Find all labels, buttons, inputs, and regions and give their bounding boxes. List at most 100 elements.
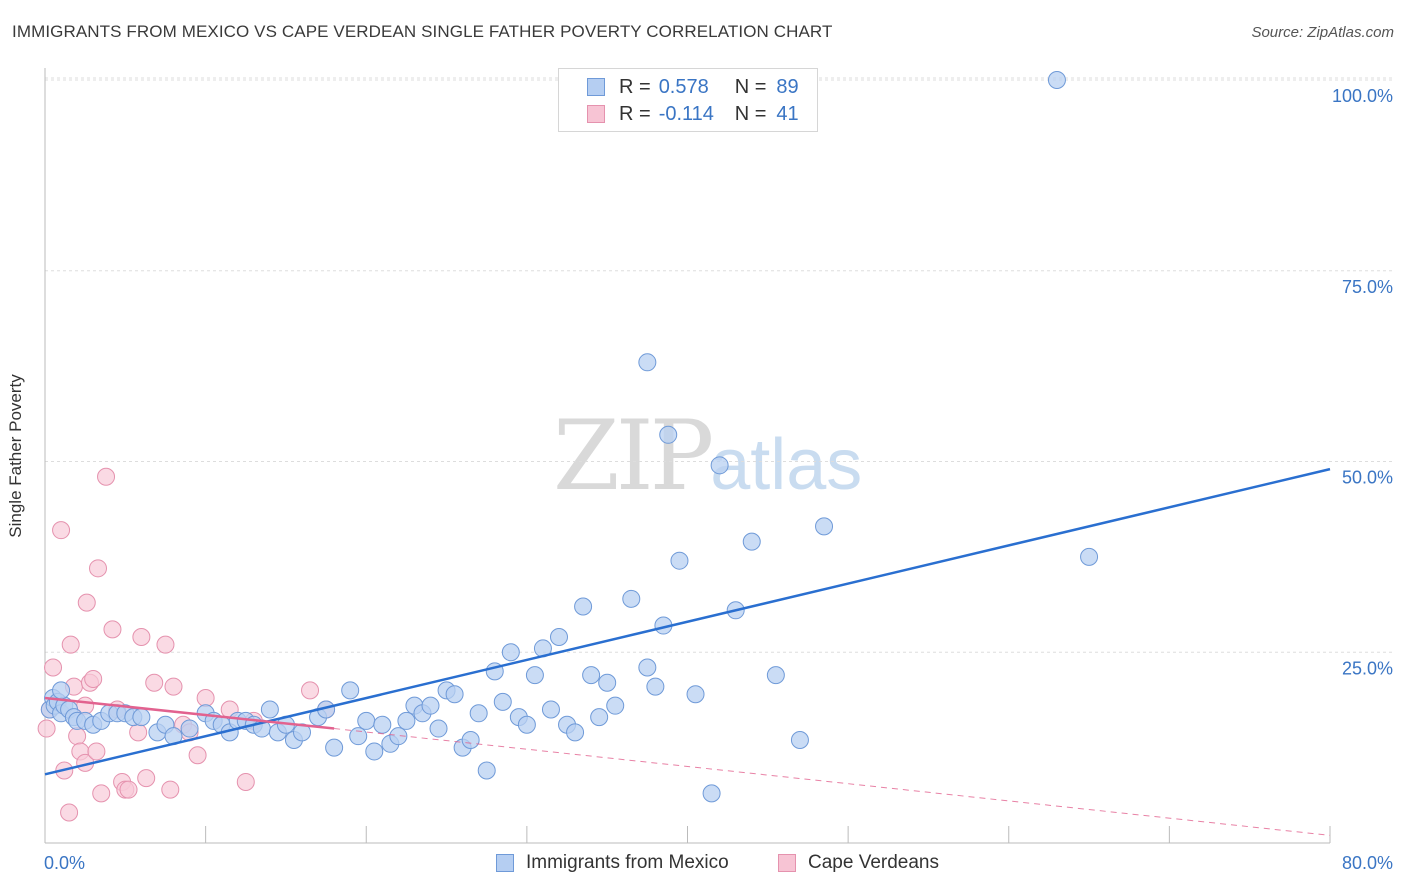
mexico-point: [702, 784, 721, 803]
mexico-point: [429, 719, 448, 738]
x-tick-label: 0.0%: [44, 853, 85, 873]
legend-swatch-mexico: [587, 78, 605, 96]
y-tick-label: 100.0%: [1332, 86, 1393, 106]
cape-verdean-point: [52, 521, 71, 540]
cape-verdean-point: [68, 727, 87, 746]
mexico-point: [421, 696, 440, 715]
y-axis-label: Single Father Poverty: [6, 374, 25, 538]
mexico-point: [790, 730, 809, 749]
watermark-zip: ZIP: [553, 400, 714, 512]
cape-verdean-point: [84, 669, 103, 688]
mexico-point: [574, 597, 593, 616]
cape-verdean-points: [37, 467, 336, 822]
cape-verdean-point: [161, 780, 180, 799]
mexico-point: [622, 589, 641, 608]
cape-verdean-point: [301, 681, 320, 700]
mexico-point: [710, 456, 729, 475]
mexico-point: [525, 666, 544, 685]
cape-verdean-point: [37, 719, 56, 738]
mexico-point: [606, 696, 625, 715]
watermark: ZIPatlas: [553, 400, 862, 512]
watermark-atlas: atlas: [710, 425, 863, 505]
mexico-point: [638, 353, 657, 372]
cape-verdean-point: [119, 780, 138, 799]
cape-verdean-point: [97, 467, 116, 486]
cape-verdean-point: [87, 742, 106, 761]
mexico-point: [477, 761, 496, 780]
mexico-point: [766, 666, 785, 685]
legend-n-label: N =: [734, 102, 767, 125]
cape-verdean-point: [77, 593, 96, 612]
cape-verdean-point: [129, 723, 148, 742]
series-legend-cape-verdean[interactable]: Cape Verdeans: [778, 852, 939, 874]
cape-verdean-point: [92, 784, 111, 803]
series-swatch-mexico: [496, 854, 514, 872]
legend-r-label: R =: [619, 75, 651, 98]
correlation-legend: R = 0.578 N = 89 R = -0.114 N = 41: [558, 68, 818, 132]
mexico-point: [349, 727, 368, 746]
series-legend-mexico[interactable]: Immigrants from Mexico: [496, 852, 729, 874]
mexico-point: [341, 681, 360, 700]
cape-verdean-point: [188, 746, 207, 765]
legend-r-value: -0.114: [658, 102, 714, 125]
mexico-point: [517, 715, 536, 734]
tick-labels: 25.0% 50.0% 75.0% 100.0% 0.0% 80.0%: [44, 86, 1393, 873]
series-label-cape-verdean: Cape Verdeans: [808, 852, 939, 873]
legend-n-label: N =: [734, 75, 767, 98]
mexico-point: [1047, 71, 1066, 89]
cape-verdean-point: [145, 673, 164, 692]
y-tick-label: 75.0%: [1342, 277, 1393, 297]
x-tick-label: 80.0%: [1342, 853, 1393, 873]
mexico-point: [670, 551, 689, 570]
cape-verdean-point: [61, 635, 80, 654]
y-tick-label: 50.0%: [1342, 468, 1393, 488]
mexico-point: [260, 700, 279, 719]
mexico-point: [493, 692, 512, 711]
mexico-point: [590, 708, 609, 727]
mexico-point: [389, 727, 408, 746]
mexico-point: [582, 666, 601, 685]
cape-verdean-point: [137, 769, 156, 788]
cape-verdean-point: [103, 620, 122, 639]
series-swatch-cape-verdean: [778, 854, 796, 872]
legend-swatch-cape-verdean: [587, 105, 605, 123]
mexico-point: [461, 730, 480, 749]
source-credit: Source: ZipAtlas.com: [1251, 24, 1394, 41]
mexico-point: [365, 742, 384, 761]
mexico-point: [638, 658, 657, 677]
legend-row-mexico: R = 0.578 N = 89: [587, 75, 799, 99]
mexico-point: [686, 685, 705, 704]
mexico-point: [132, 708, 151, 727]
series-label-mexico: Immigrants from Mexico: [526, 852, 729, 873]
chart-title: IMMIGRANTS FROM MEXICO VS CAPE VERDEAN S…: [12, 22, 833, 41]
cape-verdean-point: [89, 559, 108, 578]
mexico-point: [469, 704, 488, 723]
cape-verdean-point: [196, 689, 215, 708]
mexico-point: [742, 532, 761, 551]
grid-layer: [45, 77, 1392, 653]
cape-verdean-point: [132, 627, 151, 646]
mexico-point: [325, 738, 344, 757]
mexico-point: [52, 681, 71, 700]
mexico-point: [397, 711, 416, 730]
legend-n-value: 41: [776, 102, 799, 125]
mexico-point: [293, 723, 311, 742]
cape-verdean-point: [164, 677, 183, 696]
cape-verdean-point: [236, 772, 255, 791]
mexico-point: [1080, 547, 1099, 566]
mexico-point: [501, 643, 520, 662]
legend-n-value: 89: [776, 75, 799, 98]
cape-verdean-point: [44, 658, 63, 677]
mexico-point: [357, 711, 376, 730]
mexico-point: [445, 685, 464, 704]
cape-verdean-point: [156, 635, 175, 654]
legend-r-label: R =: [619, 102, 651, 125]
mexico-trend-line: [44, 467, 1331, 776]
mexico-point: [646, 677, 665, 696]
mexico-point: [566, 723, 585, 742]
y-tick-label: 25.0%: [1342, 658, 1393, 678]
mexico-point: [541, 700, 560, 719]
mexico-point: [598, 673, 617, 692]
series-legend: Immigrants from Mexico Cape Verdeans: [0, 852, 1406, 878]
